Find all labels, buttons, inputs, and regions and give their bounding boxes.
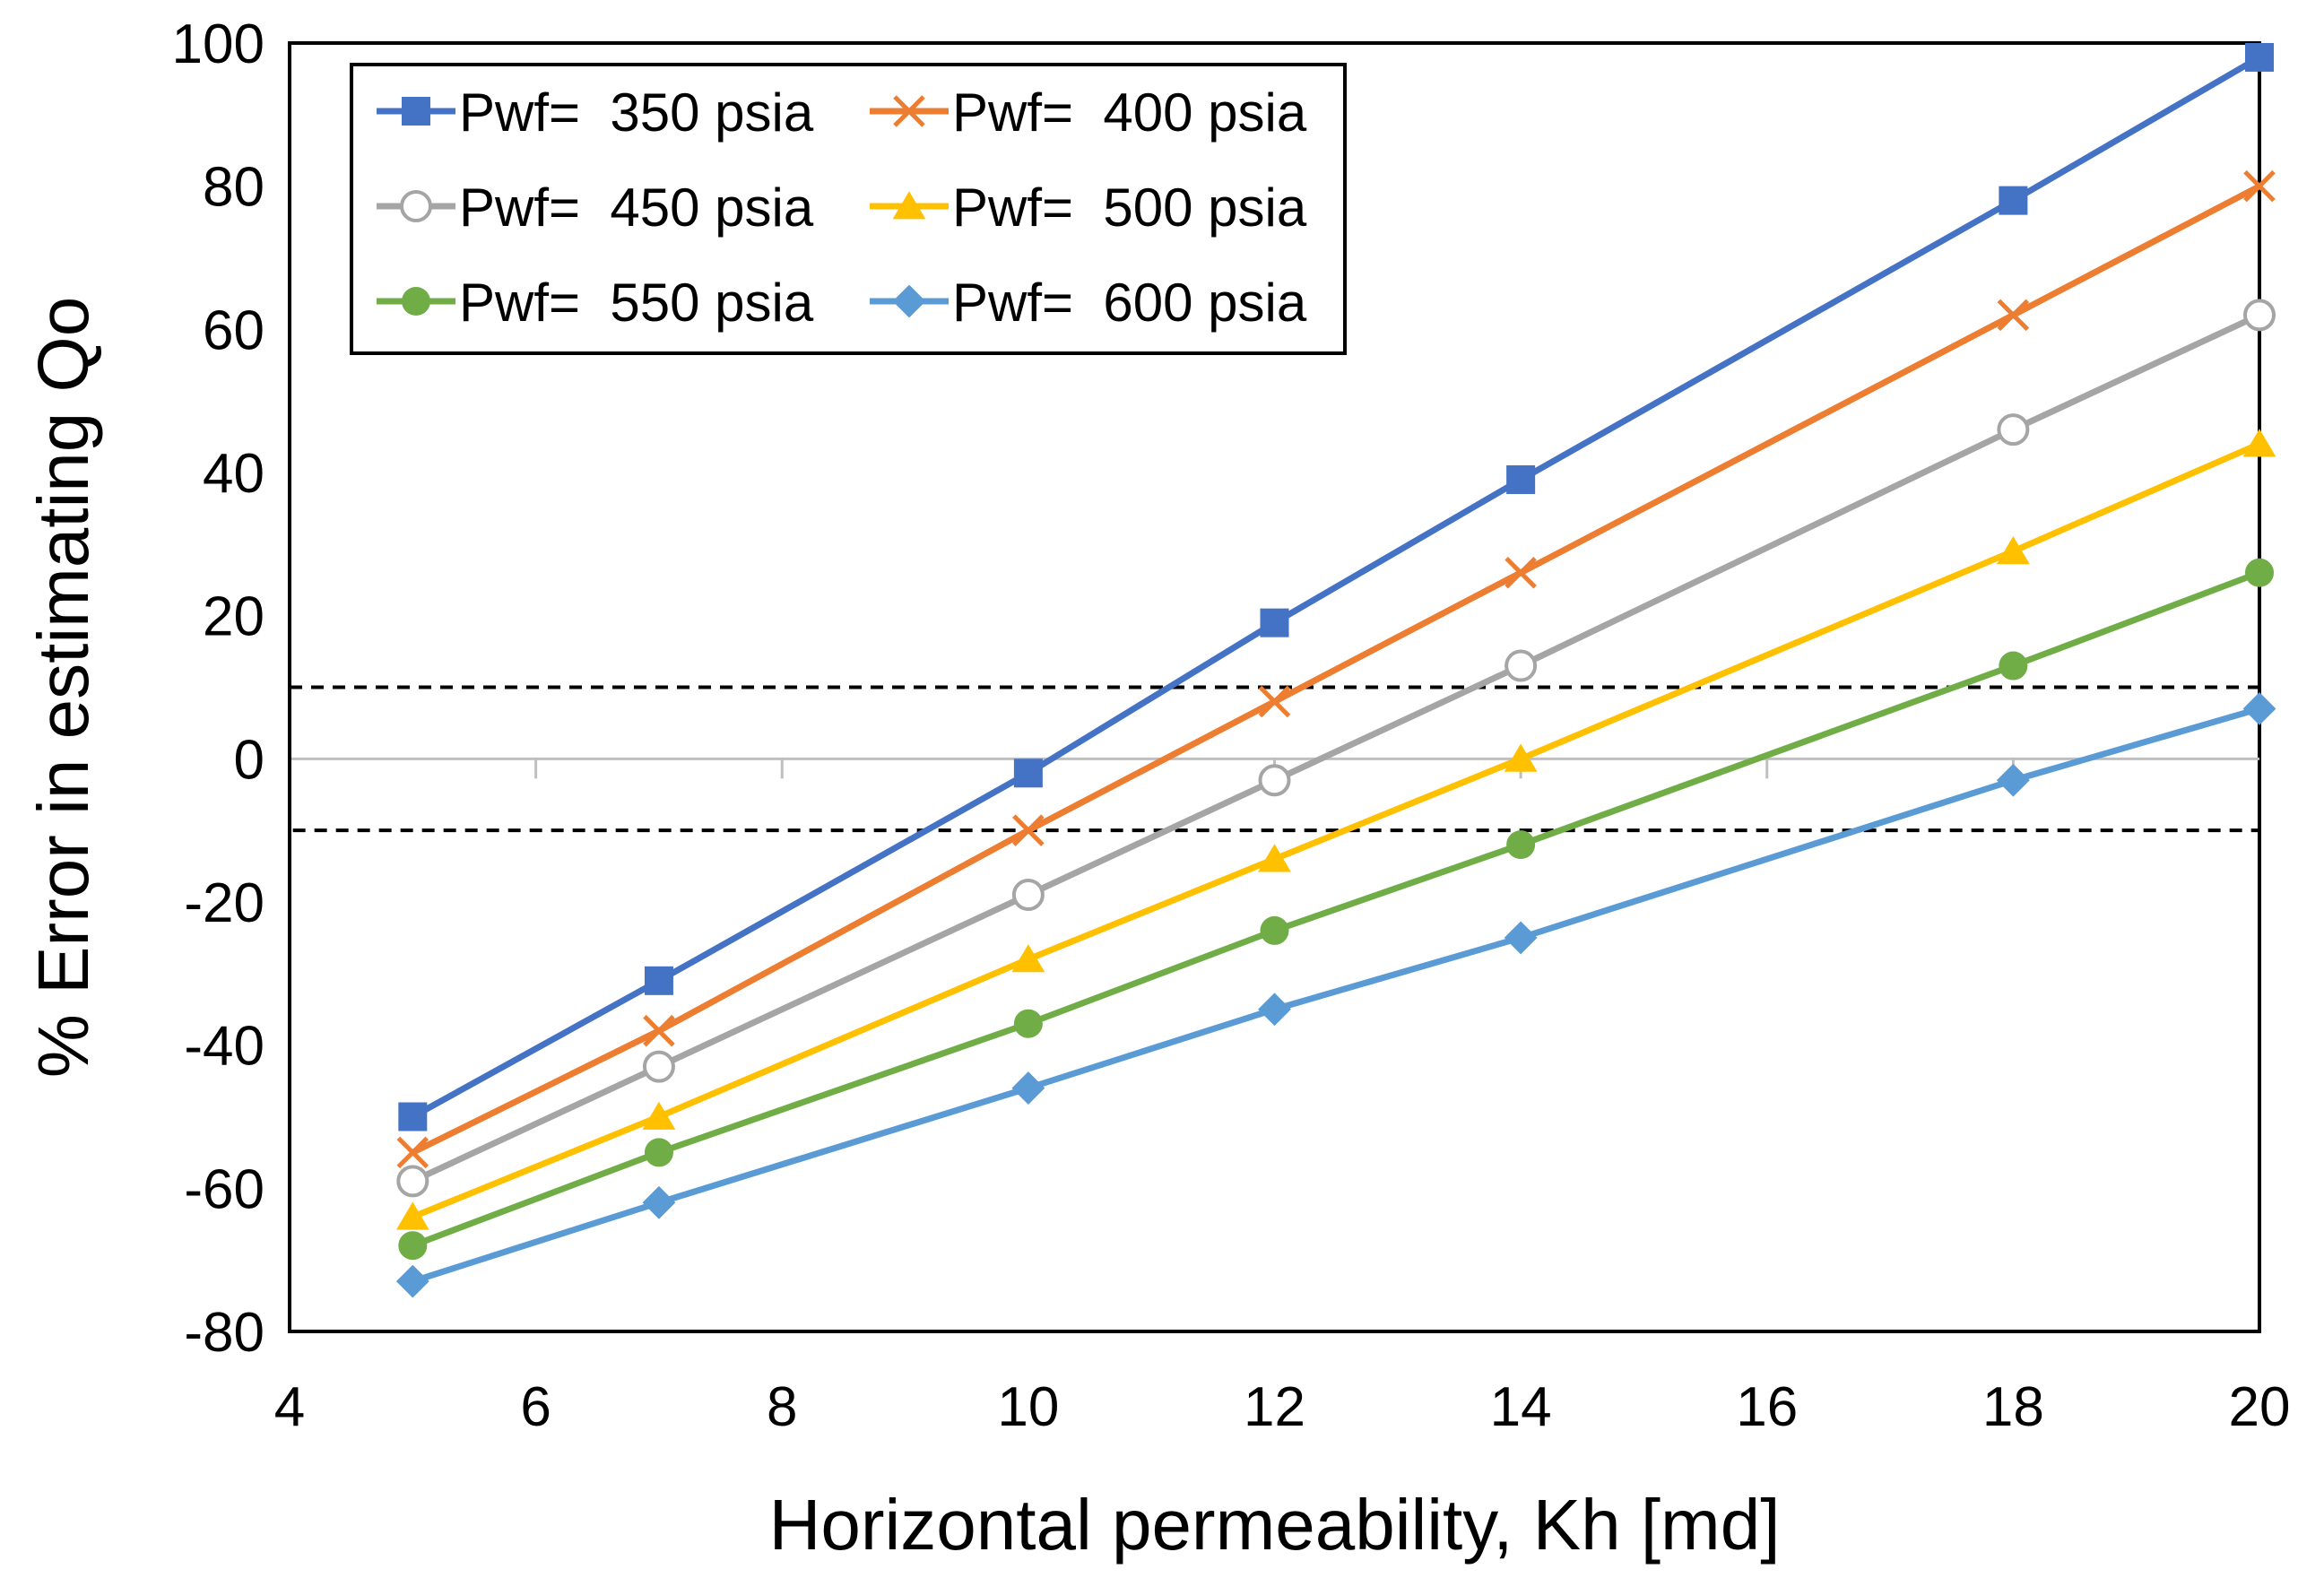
series-line-2 bbox=[411, 312, 2261, 1184]
legend-label: Pwf= 500 psia bbox=[952, 178, 1307, 238]
data-point bbox=[1504, 921, 1538, 955]
data-point bbox=[1505, 556, 1537, 589]
data-point bbox=[395, 1264, 429, 1298]
legend-marker bbox=[892, 191, 926, 220]
data-point bbox=[1506, 464, 1536, 494]
x-axis-label: Horizontal permeability, Kh [md] bbox=[769, 1485, 1781, 1565]
data-point bbox=[1996, 763, 2030, 797]
data-point bbox=[1996, 536, 2030, 565]
data-point bbox=[1258, 993, 1291, 1027]
y-tick-label: 60 bbox=[203, 299, 264, 361]
legend-label: Pwf= 600 psia bbox=[952, 273, 1307, 333]
y-tick-label: 40 bbox=[203, 443, 264, 505]
legend-marker bbox=[400, 190, 432, 222]
y-tick-label: 80 bbox=[203, 157, 264, 219]
data-point bbox=[1258, 764, 1291, 797]
legend-marker bbox=[893, 95, 925, 127]
y-tick-label: -60 bbox=[184, 1158, 264, 1220]
data-point bbox=[1999, 651, 2028, 681]
data-point bbox=[398, 1102, 428, 1131]
x-tick-label: 8 bbox=[767, 1376, 797, 1438]
data-point bbox=[2243, 299, 2276, 332]
data-point bbox=[1260, 915, 1289, 945]
legend: Pwf= 350 psia Pwf= 400 psia Pwf= 450 psia P… bbox=[350, 63, 1347, 355]
marker-x-stroke bbox=[643, 1014, 675, 1047]
x-tick-label: 6 bbox=[520, 1376, 551, 1438]
data-point bbox=[1504, 743, 1538, 772]
legend-label: Pwf= 450 psia bbox=[459, 178, 814, 238]
data-point bbox=[1997, 413, 2030, 447]
x-tick-label: 4 bbox=[274, 1376, 305, 1438]
x-tick-label: 20 bbox=[2229, 1376, 2291, 1438]
data-point bbox=[1260, 608, 1289, 637]
data-point bbox=[2245, 558, 2274, 587]
marker-x-stroke bbox=[1997, 299, 2030, 332]
legend-marker bbox=[402, 97, 430, 126]
data-point bbox=[1013, 759, 1043, 788]
data-point bbox=[1011, 944, 1045, 973]
data-point bbox=[1258, 844, 1291, 872]
legend-marker bbox=[892, 284, 926, 318]
data-point bbox=[1505, 649, 1538, 682]
data-point bbox=[642, 1101, 676, 1130]
series-line-4 bbox=[412, 569, 2261, 1249]
x-tick-label: 14 bbox=[1490, 1376, 1552, 1438]
legend-marker bbox=[402, 287, 430, 316]
data-point bbox=[1013, 1009, 1043, 1038]
marker-x-stroke bbox=[1012, 814, 1045, 846]
data-point bbox=[396, 1165, 429, 1198]
data-point bbox=[1999, 186, 2028, 215]
marker-x-stroke bbox=[1505, 556, 1537, 589]
dashed-target-box bbox=[288, 685, 2261, 833]
legend-label: Pwf= 400 psia bbox=[952, 82, 1307, 143]
y-axis-label: % Error in estimating Qo bbox=[23, 297, 103, 1078]
y-tick-label: 0 bbox=[234, 729, 264, 791]
legend-item: Pwf= 550 psia bbox=[377, 273, 814, 333]
x-tick-label: 18 bbox=[1982, 1376, 2044, 1438]
data-point bbox=[395, 1201, 429, 1230]
y-tick-label: -40 bbox=[184, 1016, 264, 1078]
marker-x-stroke bbox=[1258, 685, 1291, 718]
data-point bbox=[1011, 1071, 1045, 1105]
x-tick-label: 12 bbox=[1244, 1376, 1305, 1438]
y-tick-label: -80 bbox=[184, 1302, 264, 1364]
data-point bbox=[642, 1185, 676, 1219]
data-point bbox=[2245, 42, 2274, 72]
plot-layer: -80 -60 -40 -20 0 20 40 60 80 100 4 6 8 10 12 14 16 18 20 bbox=[172, 13, 2291, 1438]
legend-item: Pwf= 500 psia bbox=[870, 178, 1307, 238]
data-point bbox=[396, 1136, 429, 1169]
y-tick-label: 100 bbox=[172, 13, 264, 75]
legend-item: Pwf= 600 psia bbox=[870, 273, 1307, 333]
legend-item: Pwf= 350 psia bbox=[377, 82, 814, 143]
data-point bbox=[1258, 685, 1291, 718]
marker-x-stroke bbox=[2243, 169, 2276, 203]
data-point bbox=[398, 1231, 428, 1261]
data-point bbox=[2243, 169, 2276, 203]
data-point bbox=[1506, 830, 1536, 860]
legend-label: Pwf= 350 psia bbox=[459, 82, 814, 143]
marker-x-stroke bbox=[396, 1136, 429, 1169]
data-point bbox=[2242, 692, 2276, 725]
y-tick-label: 20 bbox=[203, 586, 264, 648]
y-tick-label: -20 bbox=[184, 872, 264, 934]
data-point bbox=[1997, 299, 2030, 332]
marker-x-stroke bbox=[893, 95, 925, 127]
data-point bbox=[2242, 429, 2276, 457]
data-point bbox=[644, 966, 673, 995]
x-tick-label: 10 bbox=[997, 1376, 1059, 1438]
series-line-5 bbox=[412, 706, 2260, 1285]
data-point bbox=[1011, 879, 1045, 912]
legend-item: Pwf= 450 psia bbox=[377, 178, 814, 238]
legend-label: Pwf= 550 psia bbox=[459, 273, 814, 333]
data-point bbox=[1012, 814, 1045, 846]
data-point bbox=[643, 1014, 675, 1047]
legend-box bbox=[350, 63, 1347, 355]
x-tick-label: 16 bbox=[1736, 1376, 1798, 1438]
legend-item: Pwf= 400 psia bbox=[870, 82, 1307, 143]
data-point bbox=[644, 1138, 673, 1167]
data-point bbox=[642, 1050, 675, 1083]
